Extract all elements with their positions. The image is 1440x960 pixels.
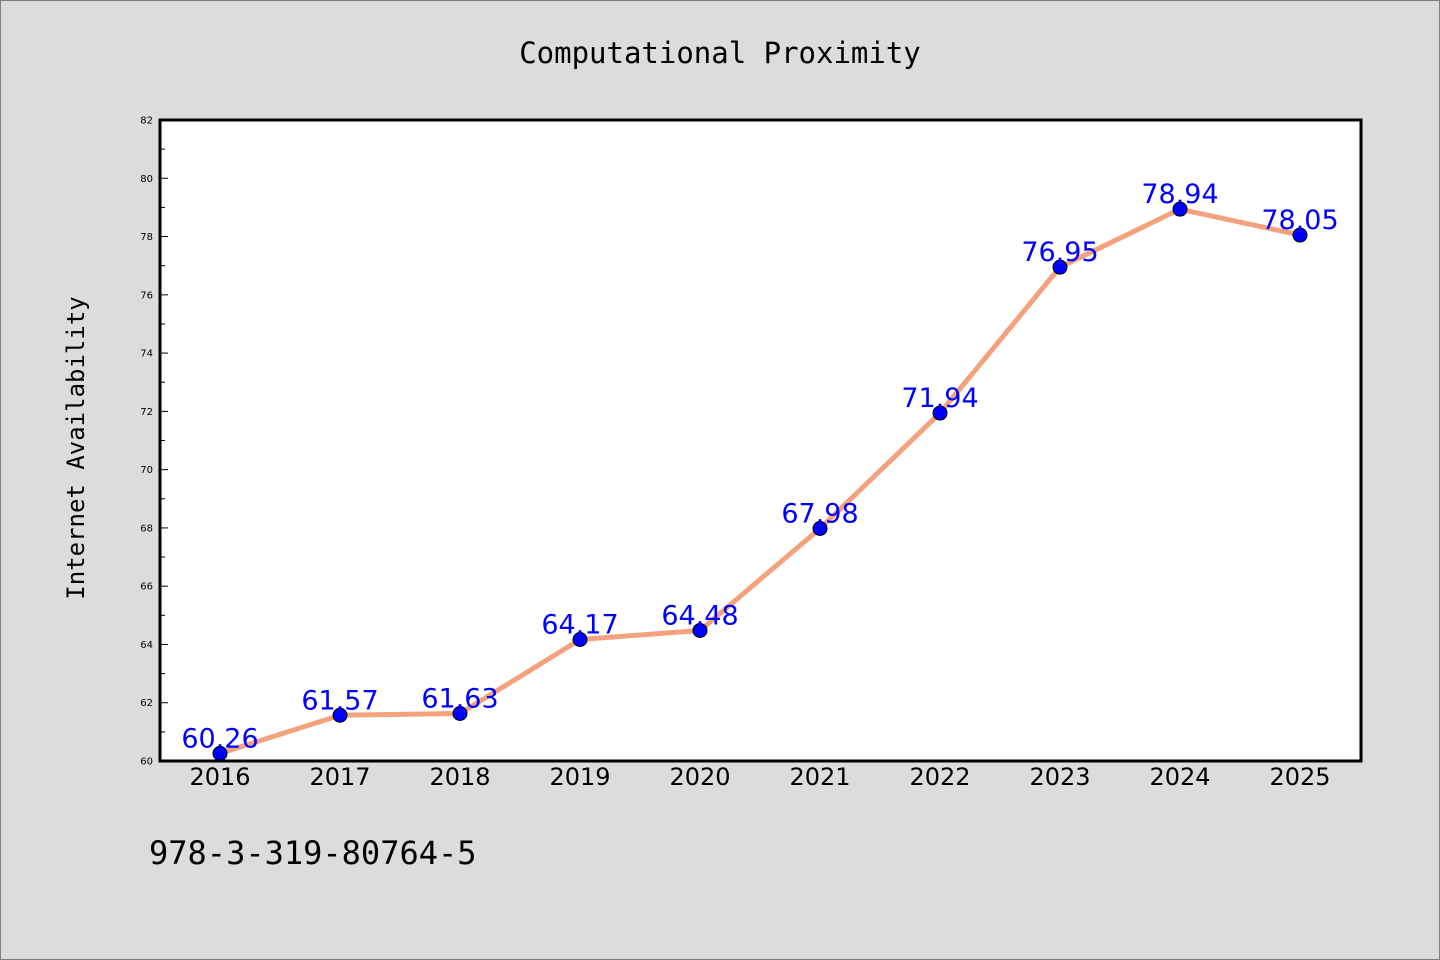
- x-tick-label: 2016: [189, 763, 250, 791]
- data-label: 76.95: [1021, 237, 1098, 268]
- data-label: 64.48: [661, 600, 738, 631]
- series-line-group: [217, 206, 1303, 756]
- y-tick-label: 64: [140, 640, 153, 651]
- y-tick-label: 60: [140, 757, 153, 768]
- isbn-text: 978-3-319-80764-5: [149, 834, 477, 872]
- x-tick-label: 2017: [309, 763, 370, 791]
- x-tick-label: 2019: [549, 763, 610, 791]
- data-point: [1172, 201, 1188, 217]
- x-tick-label: 2024: [1149, 763, 1210, 791]
- series-line: [217, 206, 1303, 756]
- data-point: [812, 520, 828, 536]
- x-tick-label: 2018: [429, 763, 490, 791]
- y-tick-label: 72: [140, 407, 153, 418]
- x-axis-ticks: 2016 2017 2018 2019 2020 2021 2022 2023 2024 2025: [189, 763, 1330, 791]
- data-markers: [212, 201, 1308, 761]
- y-tick-label: 76: [140, 290, 153, 301]
- x-tick-label: 2022: [909, 763, 970, 791]
- y-tick-label: 66: [140, 582, 153, 593]
- data-point: [932, 405, 948, 421]
- y-tick-label: 62: [140, 698, 153, 709]
- data-point: [452, 706, 468, 722]
- y-tick-label: 70: [140, 465, 153, 476]
- y-axis-ticks: 60 62 64 66 68 70 72 74 76 78 80 82: [140, 116, 168, 768]
- y-tick-label: 78: [140, 232, 153, 243]
- plot-border: [158, 118, 1363, 763]
- data-label: 61.63: [421, 684, 498, 715]
- y-tick-label: 68: [140, 523, 153, 534]
- y-tick-label: 74: [140, 349, 153, 360]
- data-label: 78.05: [1261, 205, 1338, 236]
- data-label: 60.26: [181, 723, 258, 754]
- y-axis-label: Internet Availability: [62, 296, 90, 599]
- plot-area: [160, 120, 1361, 761]
- data-label: 64.17: [541, 610, 618, 641]
- x-tick-label: 2025: [1269, 763, 1330, 791]
- y-tick-label: 82: [140, 116, 153, 127]
- x-tick-label: 2020: [669, 763, 730, 791]
- data-labels: 60.26 61.57 61.63 64.17 64.48 67.98 71.94 76.95…: [181, 179, 1338, 754]
- data-point: [572, 632, 588, 648]
- data-label: 71.94: [901, 383, 978, 414]
- data-point: [1292, 227, 1308, 243]
- data-point: [692, 622, 708, 638]
- data-label: 67.98: [781, 498, 858, 529]
- data-point: [332, 707, 348, 723]
- y-tick-label: 80: [140, 174, 153, 185]
- x-tick-label: 2021: [789, 763, 850, 791]
- data-point: [1052, 259, 1068, 275]
- data-label: 78.94: [1141, 179, 1218, 210]
- data-label: 61.57: [301, 685, 378, 716]
- chart-title: Computational Proximity: [519, 36, 921, 70]
- x-tick-label: 2023: [1029, 763, 1090, 791]
